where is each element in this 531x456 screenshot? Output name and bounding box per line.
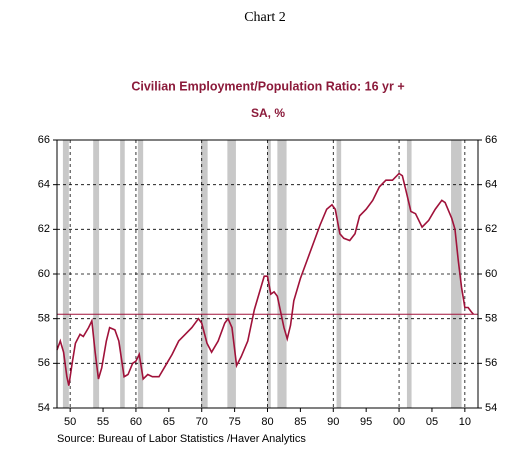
x-tick-label: 10 [459,416,471,428]
y2-tick-label: 58 [485,313,497,325]
x-tick-label: 70 [196,416,208,428]
x-tick-label: 90 [327,416,339,428]
x-tick-label: 55 [97,416,109,428]
y-tick-label: 60 [38,268,50,280]
y-tick-label: 66 [38,134,50,146]
x-tick-label: 50 [64,416,76,428]
y2-tick-label: 62 [485,223,497,235]
recession-band [93,140,100,408]
x-tick-label: 75 [228,416,240,428]
y-tick-label: 58 [38,313,50,325]
chart-title: Civilian Employment/Population Ratio: 16… [131,79,404,93]
recession-band [201,140,208,408]
source: Source: Bureau of Labor Statistics /Have… [57,433,306,445]
y-tick-label: 56 [38,357,50,369]
x-tick-label: 60 [130,416,142,428]
series-line [56,172,474,386]
y2-tick-label: 56 [485,357,497,369]
y-tick-label: 54 [38,402,50,414]
recession-band [451,140,462,408]
y2-tick-label: 60 [485,268,497,280]
y2-tick-label: 66 [485,134,497,146]
chart-subtitle: SA, % [251,106,285,120]
x-tick-label: 05 [426,416,438,428]
y2-tick-label: 54 [485,402,497,414]
y2-tick-label: 64 [485,179,497,191]
plot-frame [56,139,479,409]
y-tick-label: 62 [38,223,50,235]
x-tick-label: 95 [360,416,372,428]
recession-band [137,140,144,408]
x-tick-label: 65 [163,416,175,428]
x-tick-label: 00 [393,416,405,428]
y-tick-label: 64 [38,179,50,191]
recession-band [406,140,412,408]
recession-band [336,140,342,408]
x-tick-label: 85 [294,416,306,428]
recession-band [120,140,125,408]
header: Chart 2 [244,10,286,25]
x-tick-label: 80 [261,416,273,428]
